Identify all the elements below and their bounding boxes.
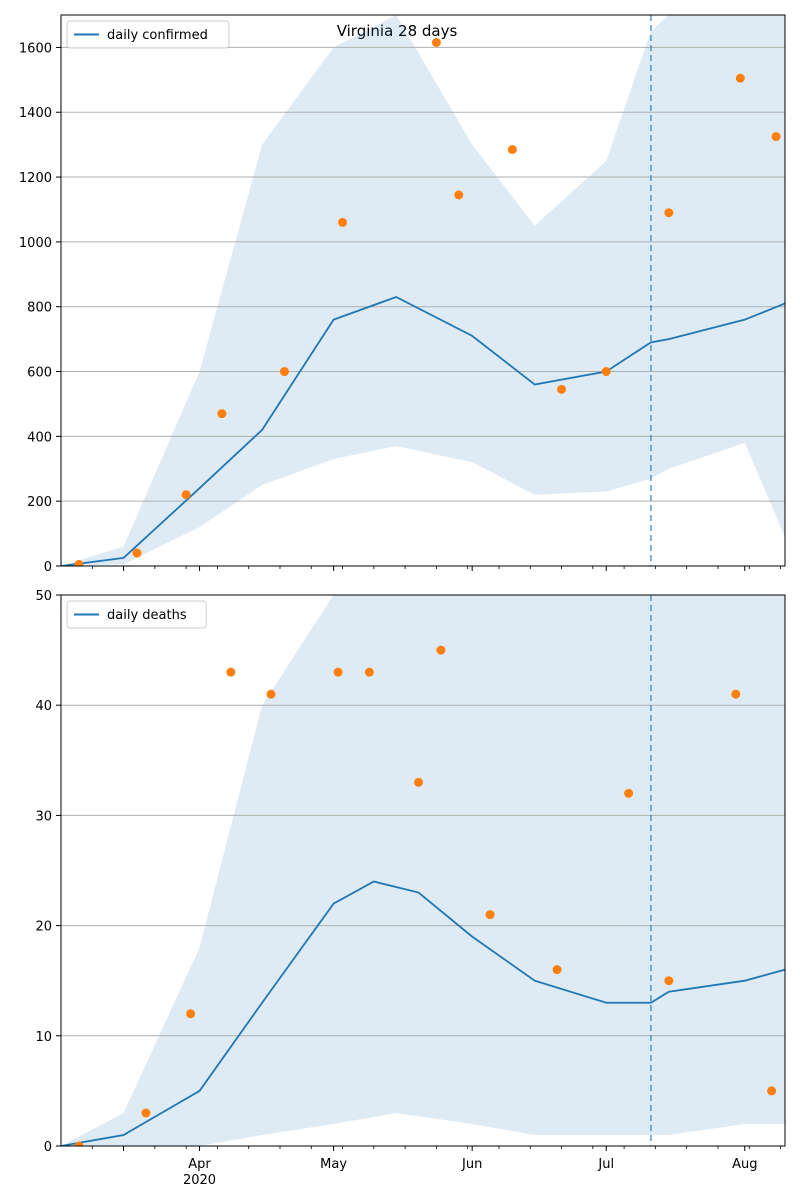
confirmed-trend-line xyxy=(61,296,785,566)
deaths-legend-label: daily deaths xyxy=(107,608,187,623)
confirmed-observation-point xyxy=(338,217,348,227)
confirmed-panel: 0 200 400 600 800 1000 1200 1400 1600 daily confi… xyxy=(19,14,786,575)
deaths-y-tick-label: 0 xyxy=(44,1140,52,1155)
confirmed-legend-label: daily confirmed xyxy=(107,28,208,43)
deaths-y-tick-label: 10 xyxy=(35,1030,52,1045)
confirmed-y-tick-label: 1600 xyxy=(19,41,52,56)
confirmed-observation-point xyxy=(557,384,567,394)
deaths-observation-point xyxy=(364,667,374,677)
confirmed-y-tick-label: 800 xyxy=(27,301,52,316)
deaths-y-tick-label: 20 xyxy=(35,920,52,935)
deaths-x-tick-label: Jun xyxy=(461,1157,482,1172)
confirmed-observation-point xyxy=(132,548,142,558)
deaths-x-tick-label: Apr xyxy=(188,1157,211,1172)
deaths-observation-point xyxy=(74,1141,84,1146)
deaths-observation-point xyxy=(266,689,276,699)
deaths-trend-line xyxy=(61,880,785,1146)
confirmed-legend: daily confirmed xyxy=(66,20,230,49)
deaths-plot-area xyxy=(61,595,785,1146)
confirmed-y-tick-label: 1400 xyxy=(19,106,52,121)
figure-title: Virginia 28 days xyxy=(337,22,458,40)
deaths-observation-point xyxy=(186,1009,196,1019)
confirmed-y-tick-label: 1200 xyxy=(19,171,52,186)
deaths-y-tick-label: 50 xyxy=(35,589,52,604)
deaths-legend: daily deaths xyxy=(66,600,207,629)
deaths-y-tick-label: 30 xyxy=(35,809,52,824)
confirmed-observation-point xyxy=(431,38,441,48)
confirmed-legend-box xyxy=(66,20,230,49)
deaths-observation-point xyxy=(485,910,495,920)
deaths-legend-box xyxy=(66,600,207,629)
deaths-x-tick-label: May xyxy=(320,1157,347,1172)
confirmed-plot-frame xyxy=(60,14,786,567)
confirmed-y-tick-label: 0 xyxy=(44,560,52,575)
confirmed-observation-point xyxy=(771,132,781,142)
confirmed-observation-point xyxy=(74,559,84,566)
deaths-plot-frame xyxy=(60,594,786,1147)
confirmed-y-tick-label: 200 xyxy=(27,495,52,510)
deaths-observation-point xyxy=(664,976,674,986)
confirmed-observation-point xyxy=(601,367,611,377)
deaths-y-tick-label: 40 xyxy=(35,699,52,714)
confirmed-observation-point xyxy=(454,190,464,200)
deaths-x-tick-label: Jul xyxy=(597,1157,614,1172)
confirmed-y-tick-label: 400 xyxy=(27,430,52,445)
confirmed-observation-point xyxy=(217,409,227,419)
confirmed-observation-point xyxy=(664,208,674,218)
deaths-observation-point xyxy=(624,788,634,798)
confirmed-observation-point xyxy=(735,73,745,83)
deaths-observation-point xyxy=(552,965,562,975)
deaths-observation-point xyxy=(436,645,446,655)
confirmed-observation-point xyxy=(181,490,191,500)
deaths-x-year-label: 2020 xyxy=(183,1173,216,1188)
deaths-observation-point xyxy=(333,667,343,677)
deaths-uncertainty-band xyxy=(61,595,785,1146)
confirmed-y-tick-label: 600 xyxy=(27,366,52,381)
deaths-observation-point xyxy=(414,777,424,787)
confirmed-observation-point xyxy=(279,367,289,377)
confirmed-plot-area xyxy=(61,15,785,566)
deaths-observation-point xyxy=(767,1086,777,1096)
deaths-observation-point xyxy=(226,667,236,677)
deaths-x-tick-label: Aug xyxy=(732,1157,757,1172)
confirmed-y-tick-label: 1000 xyxy=(19,236,52,251)
deaths-observation-point xyxy=(141,1108,151,1118)
deaths-observation-point xyxy=(731,689,741,699)
confirmed-observation-point xyxy=(507,145,517,155)
deaths-panel: 0 10 20 30 40 50 Apr May Jun Jul Aug 2020 daily deat… xyxy=(35,589,786,1188)
confirmed-uncertainty-band xyxy=(61,15,785,566)
